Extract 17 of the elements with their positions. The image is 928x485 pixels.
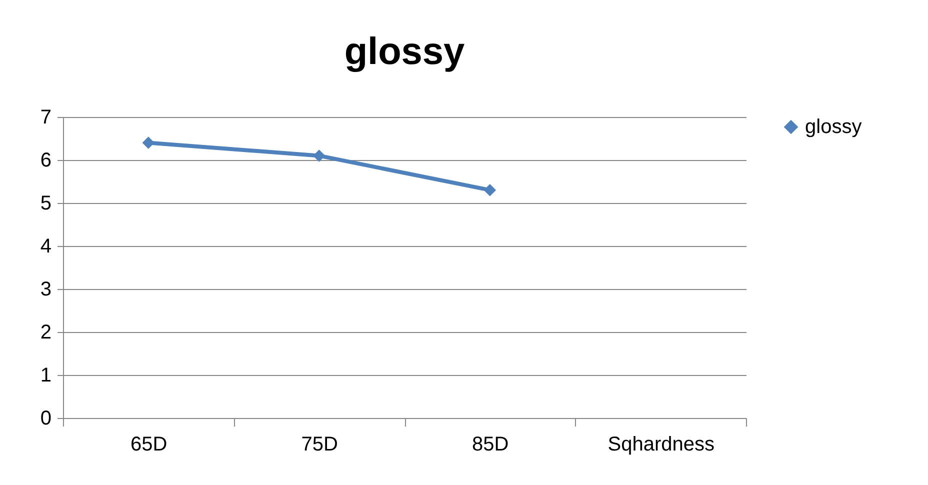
y-tick-label: 5: [40, 192, 52, 214]
x-tick-label: 85D: [472, 434, 509, 456]
chart-title: glossy: [344, 31, 465, 73]
y-tick-label: 2: [40, 322, 52, 344]
y-tick-label: 4: [40, 236, 52, 258]
x-tick-label: 75D: [301, 434, 338, 456]
y-tick-label: 7: [40, 106, 52, 128]
y-tick-label: 6: [40, 150, 52, 172]
point: [142, 136, 154, 149]
y-tick-label: 0: [40, 408, 52, 430]
y-tick-label: 3: [40, 278, 52, 300]
point: [313, 150, 326, 162]
x-tick-label: Sqhardness: [608, 434, 714, 456]
y-tick-label: 1: [40, 364, 52, 386]
x-tick-label: 65D: [130, 434, 168, 456]
point: [484, 184, 496, 196]
legend-label: glossy: [805, 116, 862, 138]
